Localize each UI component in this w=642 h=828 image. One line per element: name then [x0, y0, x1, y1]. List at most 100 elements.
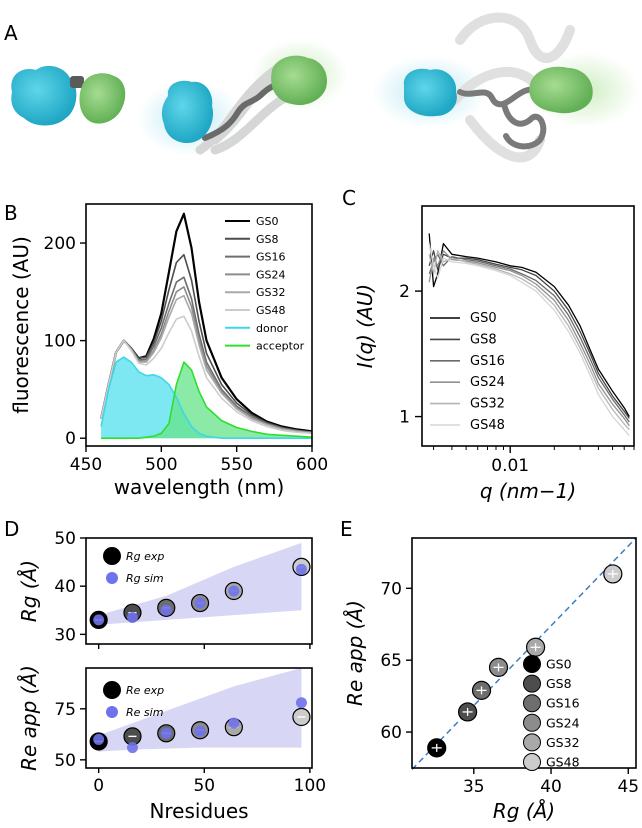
legend-marker-gs8 — [523, 674, 541, 693]
series-line-gs16 — [428, 253, 630, 423]
sim-point — [228, 717, 240, 729]
x-tick-label: 100 — [294, 776, 326, 796]
protein-structures — [11, 12, 639, 163]
confidence-band — [98, 668, 302, 752]
legend-marker-exp — [103, 681, 121, 699]
plot-frame — [411, 537, 637, 769]
y-axis-label: fluorescence (AU) — [9, 236, 33, 414]
sim-point — [194, 597, 206, 609]
y-tick-label: 1 — [399, 408, 410, 428]
legend-label: GS32 — [256, 286, 286, 299]
legend-label: GS8 — [470, 332, 497, 347]
x-tick-label: 450 — [70, 455, 102, 475]
legend-label: GS32 — [470, 397, 505, 412]
reference-line — [411, 537, 637, 770]
series-line-gs48 — [428, 243, 630, 437]
y-axis-label: Re app (Å) — [343, 600, 367, 706]
legend-label: Re sim — [126, 706, 163, 719]
series-line-donor — [100, 356, 312, 439]
series-line-gs8 — [428, 250, 630, 419]
legend-marker-gs24 — [523, 713, 541, 732]
x-tick-label: 600 — [296, 455, 328, 475]
y-tick-label: 200 — [44, 234, 76, 254]
y-axis-label: Re app (Å) — [17, 665, 41, 771]
rg-chart: 30 40 50 Rg (Å) Rg exp Rg sim — [17, 529, 313, 649]
sim-point — [126, 742, 138, 754]
series-line-gs48 — [100, 315, 313, 435]
legend-label: GS8 — [256, 233, 279, 246]
legend-marker-sim — [106, 706, 118, 718]
x-tick-label: 500 — [145, 455, 177, 475]
sim-point — [160, 727, 172, 739]
y-tick-label: 65 — [380, 651, 402, 671]
x-tick-label: 0 — [93, 776, 104, 796]
x-axis-label: Nresidues — [149, 799, 248, 823]
legend-label: GS8 — [546, 676, 572, 691]
legend-marker-gs16 — [523, 694, 541, 713]
legend-marker-gs0 — [523, 655, 541, 673]
x-axis-label: q (nm−1) — [480, 479, 576, 503]
y-tick-label: 30 — [54, 625, 76, 645]
confidence-band — [98, 542, 302, 625]
legend-label: GS16 — [470, 354, 505, 369]
y-tick-label: 70 — [380, 579, 402, 599]
legend-marker-sim — [106, 572, 118, 584]
y-tick-label: 60 — [380, 723, 402, 743]
legend-marker-gs48 — [523, 753, 541, 771]
legend-label: GS0 — [256, 215, 279, 228]
sim-point — [126, 612, 138, 623]
legend-label: GS0 — [546, 657, 572, 672]
x-axis-label: wavelength (nm) — [114, 475, 285, 499]
fluorescence-chart: 450 500 550 600 0 100 200 wavelength (nm) fluore… — [9, 203, 328, 499]
series-line-acceptor — [101, 361, 313, 439]
plot-frame — [85, 537, 313, 645]
sim-point — [93, 614, 105, 626]
scattering-chart: 0.01 1 2 q (nm−1) I(q) (AU) GS0 GS8 GS16 GS24 GS3… — [353, 205, 635, 503]
legend-label: donor — [256, 322, 288, 335]
legend-label: GS24 — [470, 375, 505, 390]
legend-label: Re exp — [126, 684, 164, 697]
sim-point — [295, 697, 307, 709]
legend-label: GS24 — [546, 715, 580, 730]
y-tick-label: 100 — [44, 332, 76, 352]
y-axis-label: I(q) (AU) — [353, 284, 377, 368]
x-axis-label: Rg (Å) — [493, 799, 555, 823]
legend-label: GS48 — [546, 755, 580, 770]
re-chart: 50 75 0 50 100 Nresidues Re app (Å) Re exp Re si… — [17, 665, 326, 823]
sim-point — [194, 725, 206, 737]
legend-label: GS48 — [256, 304, 286, 317]
legend-label: GS32 — [546, 735, 580, 750]
legend-label: GS24 — [256, 268, 286, 281]
x-tick-label: 0.01 — [491, 456, 529, 476]
structure-gs0 — [11, 65, 126, 126]
plot-frame — [421, 205, 635, 447]
x-tick-label: 550 — [220, 455, 252, 475]
y-tick-label: 50 — [54, 751, 76, 771]
panel-label-c: C — [342, 186, 356, 210]
x-tick-label: 45 — [617, 777, 639, 797]
legend-marker-exp — [103, 547, 121, 565]
y-tick-label: 50 — [54, 529, 76, 549]
legend-label: Rg sim — [126, 572, 164, 585]
legend-label: GS16 — [256, 251, 286, 264]
y-tick-label: 75 — [54, 700, 76, 720]
y-tick-label: 0 — [65, 429, 76, 449]
panel-label-a: A — [4, 21, 18, 45]
y-tick-label: 40 — [54, 577, 76, 597]
y-axis-label: Rg (Å) — [17, 560, 41, 622]
sim-point — [228, 585, 240, 597]
panel-label-d: D — [4, 517, 19, 541]
sim-point — [295, 563, 307, 575]
structure-gs24 — [138, 39, 348, 156]
plot-frame — [85, 667, 313, 769]
structure-gs48 — [372, 12, 639, 163]
panel-label-e: E — [340, 517, 353, 541]
donor-area — [101, 357, 312, 439]
series-line-gs32 — [428, 250, 630, 431]
series-line-gs0 — [428, 233, 630, 417]
series-line-gs24 — [428, 250, 630, 427]
x-tick-label: 35 — [463, 777, 485, 797]
y-tick-label: 2 — [399, 282, 410, 302]
panel-label-b: B — [4, 201, 18, 225]
